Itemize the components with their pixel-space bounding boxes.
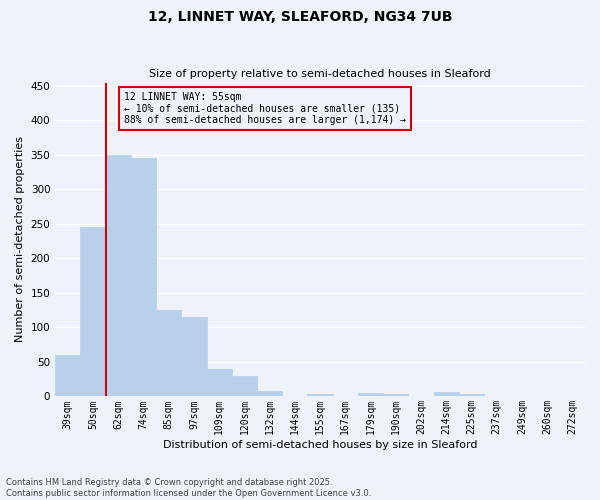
Bar xyxy=(206,369,232,396)
Bar xyxy=(257,391,282,396)
X-axis label: Distribution of semi-detached houses by size in Sleaford: Distribution of semi-detached houses by … xyxy=(163,440,478,450)
Text: 12, LINNET WAY, SLEAFORD, NG34 7UB: 12, LINNET WAY, SLEAFORD, NG34 7UB xyxy=(148,10,452,24)
Title: Size of property relative to semi-detached houses in Sleaford: Size of property relative to semi-detach… xyxy=(149,69,491,79)
Bar xyxy=(307,394,332,396)
Bar xyxy=(106,155,131,396)
Bar xyxy=(131,158,156,396)
Bar xyxy=(80,228,106,396)
Bar xyxy=(459,394,484,396)
Bar xyxy=(434,392,459,396)
Bar xyxy=(181,317,206,396)
Text: Contains HM Land Registry data © Crown copyright and database right 2025.
Contai: Contains HM Land Registry data © Crown c… xyxy=(6,478,371,498)
Y-axis label: Number of semi-detached properties: Number of semi-detached properties xyxy=(15,136,25,342)
Bar xyxy=(156,310,181,396)
Bar xyxy=(358,393,383,396)
Bar xyxy=(383,394,409,396)
Text: 12 LINNET WAY: 55sqm
← 10% of semi-detached houses are smaller (135)
88% of semi: 12 LINNET WAY: 55sqm ← 10% of semi-detac… xyxy=(124,92,406,125)
Bar xyxy=(232,376,257,396)
Bar xyxy=(55,355,80,397)
